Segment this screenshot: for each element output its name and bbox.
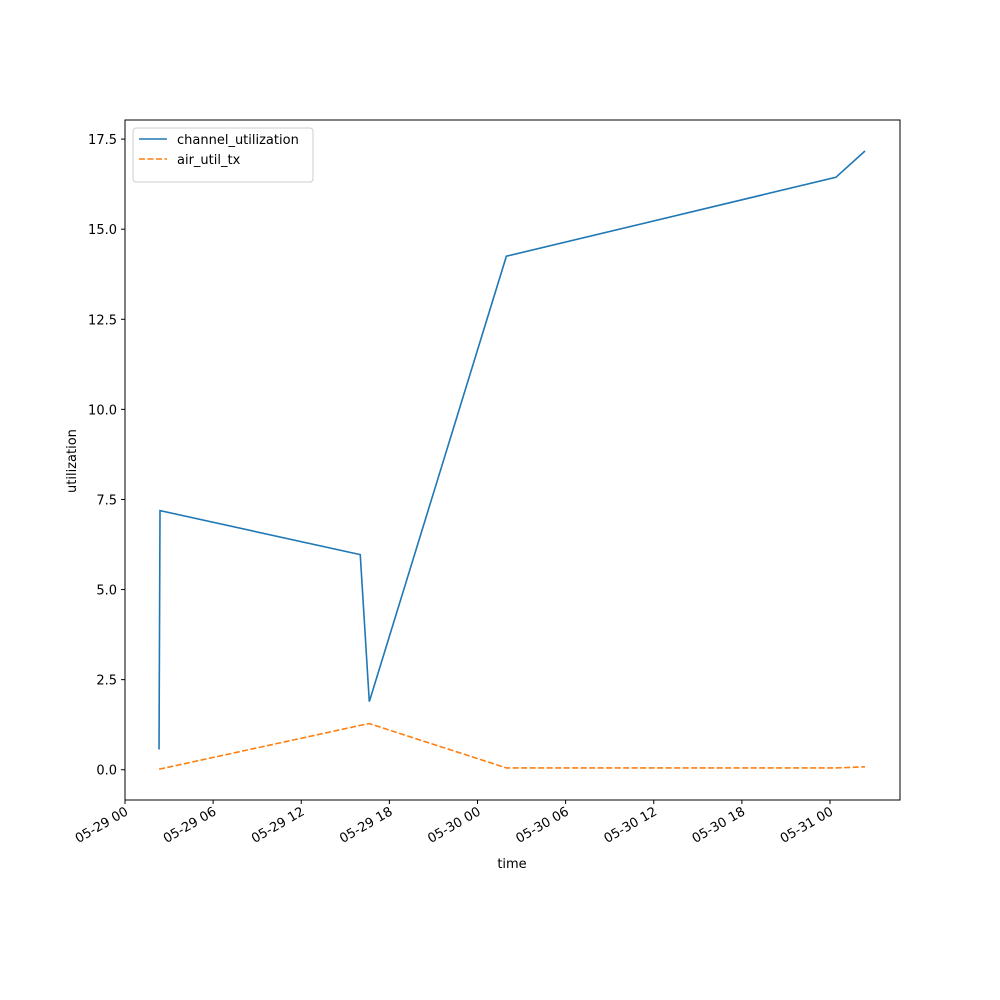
- y-tick-label: 5.0: [96, 584, 117, 599]
- series-line: [158, 150, 866, 750]
- series-line: [159, 722, 866, 770]
- y-tick-label: 2.5: [96, 674, 117, 689]
- y-tick-label: 12.5: [88, 313, 117, 328]
- y-tick-label: 15.0: [88, 223, 117, 238]
- y-tick-label: 0.0: [96, 764, 117, 779]
- plot-frame: [124, 119, 901, 801]
- y-tick-label: 7.5: [96, 493, 117, 508]
- y-tick-label: 17.5: [88, 133, 117, 148]
- legend-label: channel_utilization: [177, 133, 299, 148]
- legend-label: air_util_tx: [177, 153, 241, 168]
- y-axis-label: utilization: [65, 429, 80, 493]
- legend-box: [132, 127, 314, 183]
- y-tick-label: 10.0: [88, 403, 117, 418]
- legend: channel_utilization air_util_tx: [132, 127, 314, 183]
- x-axis-label: time: [497, 857, 526, 872]
